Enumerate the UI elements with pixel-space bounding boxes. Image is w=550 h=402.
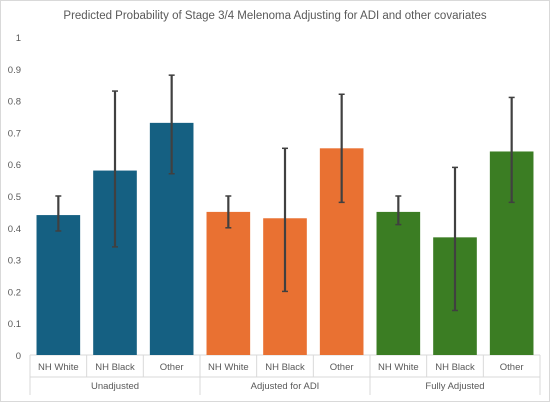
y-tick-label: 0.3 (8, 256, 21, 267)
category-label: NH White (378, 362, 419, 373)
y-tick-label: 0.6 (8, 160, 21, 171)
category-label: NH Black (265, 362, 305, 373)
category-label: Other (330, 362, 354, 373)
bar (206, 211, 251, 355)
category-label: NH Black (435, 362, 475, 373)
y-tick-label: 0 (16, 351, 21, 362)
y-tick-label: 0.2 (8, 287, 21, 298)
category-label: Other (500, 362, 524, 373)
category-label: NH White (208, 362, 249, 373)
category-label: Other (160, 362, 184, 373)
y-tick-label: 1 (16, 33, 21, 44)
y-tick-label: 0.4 (8, 224, 21, 235)
bar (36, 215, 81, 355)
chart-title: Predicted Probability of Stage 3/4 Melen… (63, 10, 487, 22)
y-tick-label: 0.1 (8, 319, 21, 330)
category-label: NH White (38, 362, 79, 373)
group-label: Adjusted for ADI (251, 381, 320, 392)
y-tick-label: 0.5 (8, 192, 21, 203)
y-tick-label: 0.7 (8, 128, 21, 139)
group-label: Unadjusted (91, 381, 139, 392)
bar (376, 211, 421, 355)
category-label: NH Black (95, 362, 135, 373)
y-tick-label: 0.8 (8, 97, 21, 108)
y-tick-label: 0.9 (8, 65, 21, 76)
group-label: Fully Adjusted (425, 381, 484, 392)
